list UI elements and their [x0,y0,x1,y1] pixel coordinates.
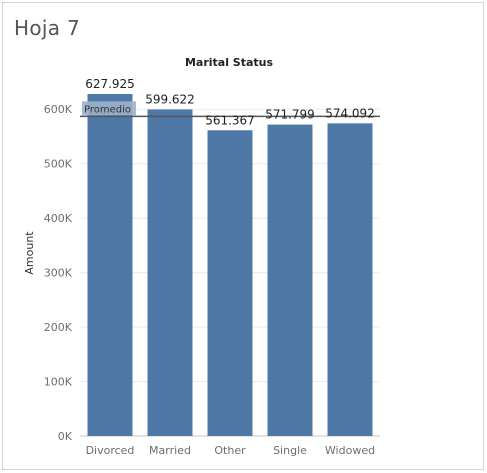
bar[interactable] [147,109,193,436]
reference-line-label-bg [82,101,136,116]
reference-line-label: Promedio [84,104,131,115]
y-tick-label: 300K [44,267,73,280]
bar-value-label: 561.367 [205,113,255,127]
bar[interactable] [327,123,373,436]
y-tick-label: 0K [58,430,73,443]
y-tick-label: 500K [44,158,73,171]
sheet-title: Hoja 7 [14,16,80,40]
bar-value-label: 627.925 [85,77,135,91]
y-axis-ticks: 0K 100K 200K 300K 400K 500K 600K [44,103,73,443]
bar[interactable] [267,124,313,436]
bar[interactable] [207,130,253,437]
y-tick-label: 400K [44,212,73,225]
bar[interactable] [87,94,133,436]
value-labels: 627.925 599.622 561.367 571.799 574.092 [85,77,375,127]
x-category-label: Widowed [325,444,375,457]
x-category-label: Other [214,444,246,457]
x-category-label: Single [273,444,307,457]
x-axis-categories: Divorced Married Other Single Widowed [86,444,376,457]
x-category-label: Married [149,444,191,457]
bar-value-label: 599.622 [145,92,195,106]
y-axis-title: Amount [23,231,36,275]
reference-line-group: Promedio [80,101,380,118]
y-tick-label: 100K [44,376,73,389]
y-tick-label: 200K [44,321,73,334]
bar-value-label: 571.799 [265,108,315,122]
bar-value-label: 574.092 [325,106,375,120]
chart-title: Marital Status [185,56,274,69]
bars [87,94,373,437]
y-tick-label: 600K [44,103,73,116]
x-category-label: Divorced [86,444,135,457]
